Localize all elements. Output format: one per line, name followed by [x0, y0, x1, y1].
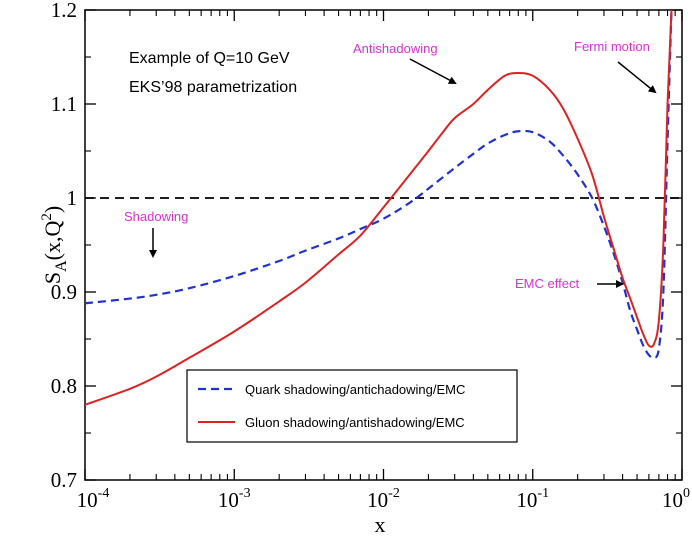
annotation-antishadowing: Antishadowing — [353, 41, 438, 56]
y-axis-title-sup: 2 — [39, 213, 55, 221]
y-axis-title: SA(x,Q2) — [39, 206, 70, 284]
quark-curve — [84, 9, 673, 360]
legend-label-quark: Quark shadowing/antichadowing/EMC — [245, 382, 465, 397]
y-axis-title-close: ) — [40, 206, 65, 213]
annotation-emc-effect: EMC effect — [515, 276, 579, 291]
y-tick-label: 0.8 — [51, 374, 77, 398]
x-tick-label: 10-1 — [516, 486, 549, 512]
y-tick-label: 1 — [67, 186, 78, 210]
y-tick-label: 1.1 — [51, 92, 77, 116]
x-axis-title: x — [375, 512, 386, 536]
arrow-fermi-motion — [617, 61, 657, 94]
annotation-shadowing: Shadowing — [124, 209, 188, 224]
x-tick-label: 10-2 — [367, 486, 400, 512]
annotation-fermi-motion: Fermi motion — [574, 39, 650, 54]
x-tick-label: 10-3 — [218, 486, 251, 512]
x-tick-label: 100 — [662, 486, 690, 512]
y-axis-title-sub: A — [53, 260, 70, 272]
info-line-1: Example of Q=10 GeV — [129, 50, 290, 67]
gluon-curve — [84, 9, 673, 406]
legend-box — [186, 369, 518, 443]
legend-label-gluon: Gluon shadowing/antishadowing/EMC — [245, 415, 465, 430]
x-tick-label: 10-4 — [77, 486, 110, 512]
y-tick-label: 0.9 — [51, 280, 77, 304]
info-line-2: EKS’98 parametrization — [129, 79, 297, 96]
legend: Quark shadowing/antichadowing/EMC Gluon … — [186, 369, 518, 443]
arrow-antishadowing — [409, 58, 457, 84]
y-tick-label: 1.2 — [51, 0, 77, 22]
y-axis-title-args: (x,Q — [40, 221, 65, 261]
tick-labels: 0.7 0.8 0.9 1 1.1 1.2 10-4 10-3 10-2 10-1 100 — [51, 0, 690, 512]
y-axis-title-main: S — [40, 272, 65, 284]
y-tick-label: 0.7 — [51, 468, 77, 492]
